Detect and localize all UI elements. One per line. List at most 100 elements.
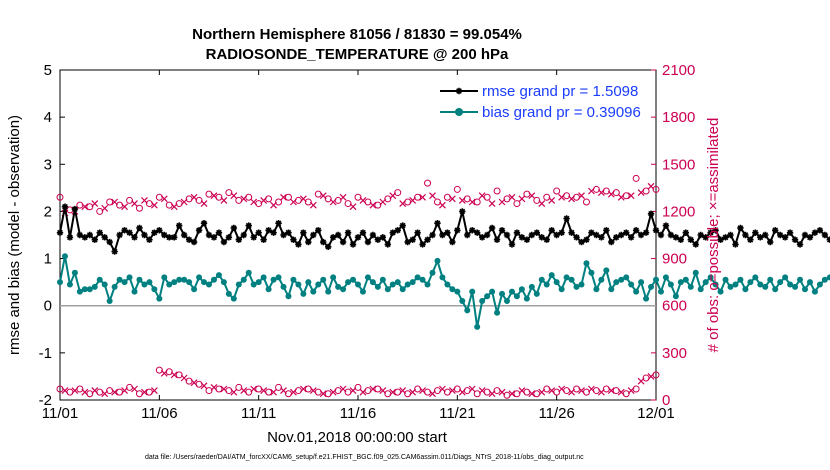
x-tick-label: 11/16 [340, 405, 376, 422]
rmse-series-point [553, 231, 560, 239]
obs-assimilated-point [588, 385, 595, 393]
rmse-series-point [652, 227, 660, 234]
rmse-series-point [399, 222, 406, 229]
rmse-series-point [280, 231, 287, 239]
rmse-series-point [747, 236, 754, 243]
obs-assimilated-point [290, 198, 297, 206]
x-tick-label: 11/11 [241, 405, 276, 422]
rmse-series-point [220, 238, 228, 246]
bias-series-point [677, 279, 684, 286]
rmse-series-point [488, 224, 496, 232]
obs-assimilated-point [637, 377, 645, 385]
bias-series-point [305, 279, 312, 286]
bias-series-point [201, 279, 208, 286]
rmse-series-point [573, 234, 580, 241]
bias-series-point [513, 293, 520, 300]
rmse-series-point [205, 231, 213, 239]
obs-assimilated-point [409, 197, 417, 204]
rmse-series-point [354, 234, 362, 241]
bias-series-point [181, 276, 188, 283]
bias-series-point [826, 274, 830, 281]
rmse-series-point [548, 227, 555, 234]
obs-assimilated-point [429, 192, 436, 200]
obs-possible-point [354, 383, 362, 391]
rmse-series-point [409, 236, 416, 243]
rmse-series-point [136, 224, 143, 232]
obs-assimilated-point [150, 387, 158, 394]
rmse-series-point [250, 234, 257, 241]
rmse-series-point [434, 220, 441, 227]
bias-series-point [533, 290, 540, 297]
bias-series-point [538, 276, 545, 283]
rmse-series-point [334, 231, 342, 239]
rmse-series-point [404, 238, 411, 246]
obs-assimilated-point [478, 387, 486, 394]
bias-series-point [156, 295, 163, 302]
obs-assimilated-point [319, 192, 327, 200]
obs-possible-point [553, 187, 561, 195]
obs-assimilated-point [200, 382, 208, 390]
rmse-series-point [300, 229, 307, 236]
obs-assimilated-point [91, 387, 99, 394]
rmse-series-point [305, 238, 312, 246]
obs-assimilated-point [359, 388, 367, 396]
rmse-series-point [116, 231, 123, 239]
rmse-series-point [811, 229, 819, 236]
rmse-series-point [469, 227, 476, 234]
bias-series-point [151, 286, 158, 293]
obs-assimilated-point [299, 385, 307, 393]
obs-assimilated-point [498, 198, 506, 206]
bias-series-point [265, 286, 272, 293]
rmse-series-point [260, 236, 267, 243]
bias-series-point [285, 293, 292, 300]
bias-series-point [821, 276, 828, 283]
rmse-series-point [285, 229, 292, 236]
bias-series-point [399, 286, 406, 293]
legend: rmse grand pr = 1.5098 bias grand pr = 0… [440, 83, 641, 121]
bias-series-point [732, 281, 739, 288]
obs-assimilated-point [220, 197, 228, 204]
rmse-series-point [429, 231, 436, 239]
bias-series-point [355, 281, 361, 288]
obs-assimilated-point [111, 198, 119, 206]
bias-series-point [340, 286, 347, 293]
bias-series-point [653, 276, 659, 283]
rmse-series-point [781, 234, 789, 241]
obs-assimilated-point [359, 197, 367, 204]
rmse-series-point [642, 229, 650, 236]
bias-series-point [295, 281, 302, 288]
obs-assimilated-point [419, 387, 426, 394]
rmse-series-point [349, 241, 357, 248]
obs-assimilated-point [389, 192, 397, 200]
obs-possible-point [632, 174, 640, 182]
obs-assimilated-point [81, 388, 89, 396]
bias-series-point [548, 272, 555, 279]
bias-series-point [787, 281, 794, 288]
rmse-series-point [126, 229, 133, 236]
obs-possible-point [453, 185, 461, 193]
y-right-tick-label: 0 [662, 392, 670, 409]
rmse-series-point [483, 231, 491, 239]
bias-series-point [757, 281, 764, 288]
obs-assimilated-point [210, 384, 218, 391]
rmse-series-point [598, 234, 605, 241]
rmse-series-point [394, 227, 401, 234]
rmse-series-point [543, 236, 550, 243]
bias-series-point [350, 276, 357, 283]
bias-series-point [429, 269, 436, 276]
obs-assimilated-point [270, 201, 277, 209]
rmse-series-point [379, 234, 387, 241]
obs-possible-point [86, 203, 94, 211]
bias-series-point [603, 267, 610, 274]
rmse-series-point [111, 248, 118, 255]
legend-rmse-marker [455, 87, 463, 95]
rmse-series-point [444, 229, 451, 236]
obs-possible-point [275, 383, 283, 391]
bias-series-point [250, 281, 257, 288]
bias-series-point [672, 293, 679, 300]
bias-series-point [384, 286, 391, 293]
obs-assimilated-point [488, 390, 496, 398]
rmse-series-point [791, 236, 799, 243]
bias-series-point [633, 288, 640, 295]
